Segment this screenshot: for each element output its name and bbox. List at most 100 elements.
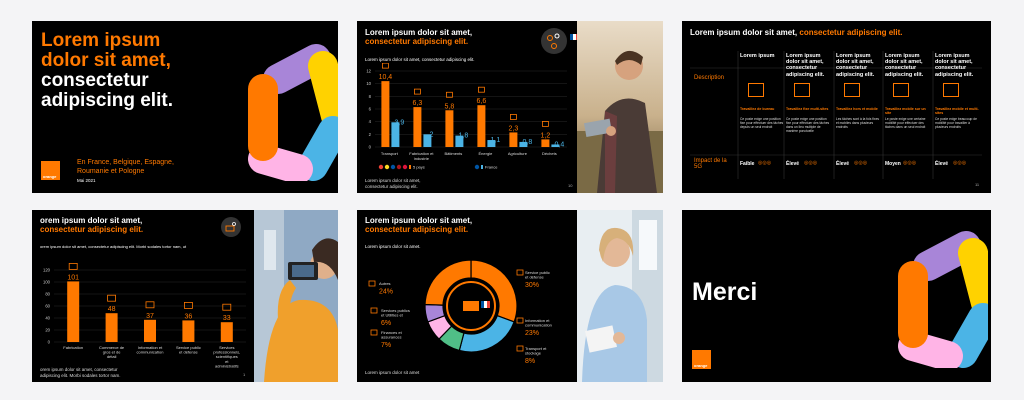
worker-type-icon <box>794 83 810 97</box>
donut-label: communication <box>525 323 552 328</box>
slide1-title-line2: dolor sit amet, <box>41 50 171 71</box>
table-cell-heading: Travaillez de bureau <box>740 107 775 111</box>
table-cell-heading: Travaillez hors et mobile <box>836 107 878 111</box>
category-icon <box>414 88 421 95</box>
bar-value-label: 2 <box>429 131 433 138</box>
row-label-impact: Impact de la 5G <box>694 158 727 171</box>
x-tick-label: Bâtiments <box>445 151 463 156</box>
bar-france <box>487 140 496 147</box>
briefcase-icon <box>463 301 479 311</box>
donut-label: Services publics <box>381 308 410 313</box>
sector-icon <box>516 269 524 276</box>
category-icon <box>68 262 78 270</box>
slide-thumbnail-2[interactable]: Lorem ipsum dolor sit amet, consectetur … <box>357 21 663 193</box>
slide5-footer: Lorem ipsum dolor sit amet <box>365 370 420 375</box>
country-flag-icon <box>402 164 408 170</box>
farmer-with-tablet-photo <box>577 21 663 193</box>
y-tick-label: 60 <box>45 304 50 309</box>
bar <box>182 320 195 342</box>
bar-value-label: 5,8 <box>445 103 455 110</box>
x-tick-label: Services <box>219 345 234 350</box>
row-label-description: Description <box>694 75 725 81</box>
country-flag-icon <box>474 164 480 170</box>
category-icon <box>446 91 453 98</box>
bar-chart-emissions: 0 2 4 6 8 10 12 10,4 3,9 Transport 6,3 2 Fabrication… <box>366 63 567 170</box>
slide3-title-white: Lorem ipsum dolor sit amet, <box>690 28 798 37</box>
comparison-table-grid <box>690 51 982 179</box>
impact-signal-icon: ◎◎◎ <box>804 160 818 166</box>
slide3-title-orange: consectetur adipiscing elit. <box>799 28 903 37</box>
y-tick-label: 6 <box>369 107 372 112</box>
category-icon <box>509 114 517 120</box>
slide5-intro: Lorem ipsum dolor sit amet. <box>365 244 421 249</box>
y-tick-label: 10 <box>366 81 371 86</box>
table-cell-heading: Travaillez mobile et multi-sites <box>935 107 979 116</box>
bar-france <box>551 144 560 147</box>
woman-with-documents-photo <box>577 210 663 382</box>
sector-icon <box>370 307 378 314</box>
logo-text: orange <box>43 174 57 179</box>
slide2-intro: Lorem ipsum dolor sit amet, consectetur … <box>365 57 475 62</box>
donut-label: Information et <box>525 318 550 323</box>
donut-value: 8% <box>525 358 535 365</box>
bar <box>144 319 156 342</box>
slide-thumbnail-3[interactable]: Lorem ipsum dolor sit amet, consectetur … <box>682 21 991 193</box>
country-flag-icon <box>396 164 402 170</box>
bar-value-label: 33 <box>223 315 231 322</box>
slide5-title: Lorem ipsum dolor sit amet, <box>365 216 473 225</box>
orange-logo: orange <box>41 161 60 180</box>
bar-value-label: 6,6 <box>477 98 487 105</box>
bar-value-label: 10,4 <box>379 74 393 81</box>
slide-thumbnail-6[interactable]: Merci orange <box>682 210 991 382</box>
y-tick-label: 4 <box>369 119 372 124</box>
bar-value-label: 36 <box>185 313 193 320</box>
x-tick-label: Transport <box>381 151 399 156</box>
slide-thumbnail-1[interactable]: Lorem ipsum dolor sit amet, consectetur … <box>32 21 338 193</box>
x-tick-label: communication <box>137 350 164 355</box>
table-header-3: Lorem ipsum dolor sit amet, consectetur … <box>836 53 875 78</box>
bar-chart-sectors: 0 20 40 60 80 100 120 101 Fabrication 48 Commerce … <box>43 262 246 368</box>
impact-signal-icon: ◎◎◎ <box>854 160 868 166</box>
donut-value: 24% <box>379 289 393 296</box>
slide1-title-line4: adipiscing elit. <box>41 90 173 111</box>
category-icon <box>541 121 549 127</box>
donut-label: et Utilities et <box>381 313 404 318</box>
bar-5-pays <box>541 139 550 147</box>
donut-slice <box>424 259 472 306</box>
bar <box>67 281 80 342</box>
donut-slice <box>458 314 515 353</box>
donut-inner-ring <box>446 281 496 331</box>
category-icon <box>222 303 232 311</box>
donut-label: et défense <box>525 275 544 280</box>
country-flag-icon <box>390 164 396 170</box>
impact-signal-icon: ◎◎◎ <box>758 160 772 166</box>
impact-rating-label: Moyen <box>885 161 901 167</box>
x-tick-label: Fabrication et <box>409 151 434 156</box>
slide4-intro: orem ipsum dolor sit amet, consectetur a… <box>40 244 187 249</box>
table-cell-body: Ce poste exige une position fixe pour ef… <box>786 117 830 133</box>
bar-value-label: 101 <box>67 274 79 281</box>
category-icon <box>381 63 389 69</box>
x-tick-label: Information et <box>138 345 163 350</box>
x-tick-label: détail <box>107 354 117 359</box>
y-tick-label: 80 <box>45 292 50 297</box>
slide-thumbnail-4[interactable]: orem ipsum dolor sit amet, consectetur a… <box>32 210 338 382</box>
slide2-footer-line1: Lorem ipsum dolor sit amet, <box>365 178 421 183</box>
bar-value-label: 1,8 <box>459 133 469 140</box>
slide2-page-number: 10 <box>568 183 573 188</box>
table-header-4: Lorem ipsum dolor sit amet, consectetur … <box>885 53 924 78</box>
x-tick-label: Service public <box>176 345 201 350</box>
y-tick-label: 2 <box>369 132 372 137</box>
category-icon <box>107 294 116 302</box>
slide4-footer-line1: orem ipsum dolor sit amet, consectetur <box>40 367 118 372</box>
y-tick-label: 100 <box>43 280 51 285</box>
category-icon <box>183 302 193 309</box>
orange-logo: orange <box>692 350 711 369</box>
y-tick-label: 8 <box>369 94 372 99</box>
donut-label: Service public <box>525 270 550 275</box>
bar-france <box>391 122 400 147</box>
y-tick-label: 120 <box>43 268 51 273</box>
slide-thumbnail-5[interactable]: Lorem ipsum dolor sit amet, consectetur … <box>357 210 663 382</box>
bar-value-label: 37 <box>146 313 154 320</box>
slide1-date: Mai 2021 <box>77 178 96 183</box>
